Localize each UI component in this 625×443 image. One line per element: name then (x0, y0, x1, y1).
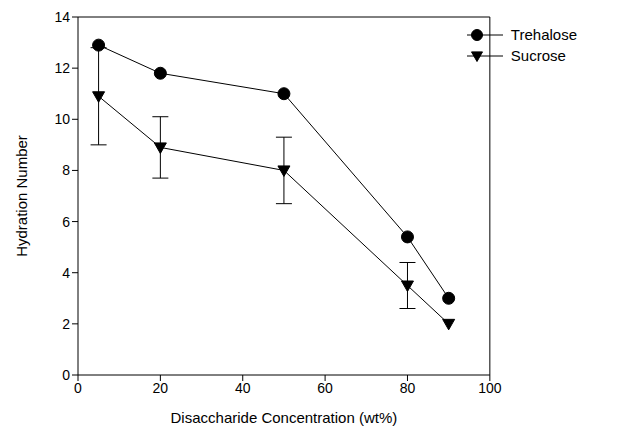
svg-text:80: 80 (400, 380, 416, 396)
svg-text:Hydration Number: Hydration Number (13, 135, 30, 257)
svg-text:14: 14 (54, 9, 70, 25)
svg-text:0: 0 (62, 367, 70, 383)
svg-text:60: 60 (317, 380, 333, 396)
svg-text:8: 8 (62, 162, 70, 178)
svg-text:40: 40 (235, 380, 251, 396)
svg-text:0: 0 (74, 380, 82, 396)
svg-text:100: 100 (478, 380, 502, 396)
svg-text:10: 10 (54, 111, 70, 127)
svg-text:12: 12 (54, 60, 70, 76)
svg-text:4: 4 (62, 265, 70, 281)
svg-text:Disaccharide Concentration (wt: Disaccharide Concentration (wt%) (171, 409, 398, 426)
html-text:Sucrose: Sucrose (510, 47, 566, 64)
svg-text:2: 2 (62, 316, 70, 332)
svg-text:6: 6 (62, 214, 70, 230)
html-text:Trehalose: Trehalose (510, 26, 577, 43)
svg-text:20: 20 (153, 380, 169, 396)
